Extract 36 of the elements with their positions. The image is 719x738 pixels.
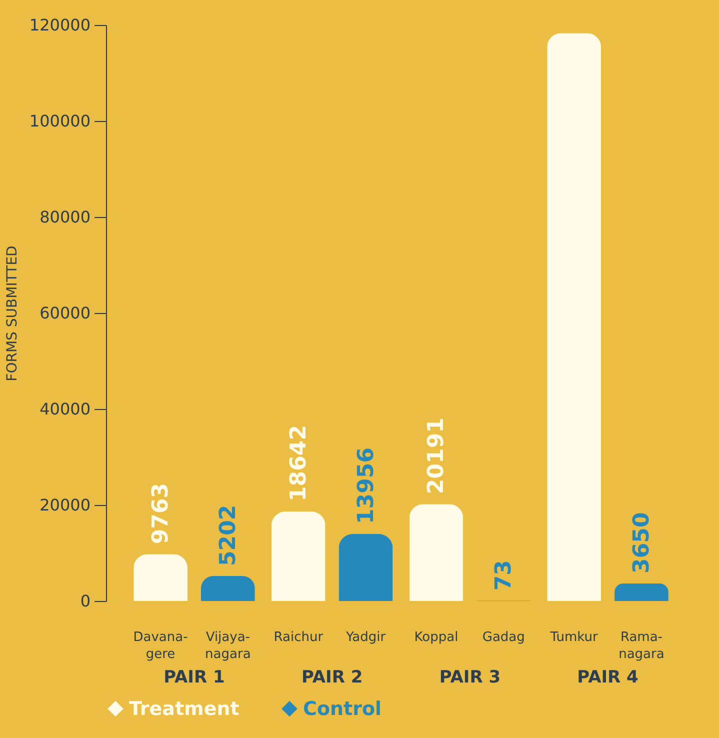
legend-label: Treatment	[129, 698, 240, 720]
y-tick-label: 100000	[29, 112, 90, 130]
text: Tumkur	[549, 630, 599, 645]
y-tick-label: 0	[80, 592, 90, 610]
bar	[409, 504, 464, 601]
legend-label: Control	[303, 698, 382, 720]
text: Yadgir	[344, 630, 386, 645]
text: Vijaya-nagara	[205, 630, 251, 662]
data-label: 3650	[629, 512, 654, 574]
y-axis-title: FORMS SUBMITTED	[4, 246, 20, 382]
y-tick-label: 40000	[40, 400, 90, 418]
x-tick-label: PAIR 4	[577, 668, 639, 688]
x-tick-label: PAIR 3	[439, 668, 501, 688]
bar	[200, 576, 255, 601]
text: Koppal	[414, 630, 458, 645]
bar	[271, 512, 326, 601]
data-label: 73	[492, 560, 517, 591]
y-tick-label: 20000	[40, 496, 90, 514]
text: Raichur	[274, 630, 324, 645]
data-label: 13956	[354, 447, 379, 524]
text: Davana-gere	[133, 630, 188, 662]
y-tick-label: 60000	[40, 304, 90, 322]
text: Rama-nagara	[618, 630, 664, 662]
bar	[134, 554, 188, 601]
data-label: 9763	[148, 482, 174, 544]
y-tick-label: 120000	[29, 16, 90, 34]
x-tick-label: PAIR 1	[164, 668, 225, 688]
bar	[547, 33, 602, 601]
data-label: 18642	[286, 424, 312, 502]
data-label: 20191	[424, 418, 450, 494]
bar	[614, 583, 668, 601]
y-tick-label: 80000	[40, 208, 90, 226]
bar	[338, 534, 393, 601]
x-tick-label: PAIR 2	[301, 668, 363, 688]
data-label: 5202	[216, 504, 241, 566]
text: Gadag	[482, 630, 525, 645]
